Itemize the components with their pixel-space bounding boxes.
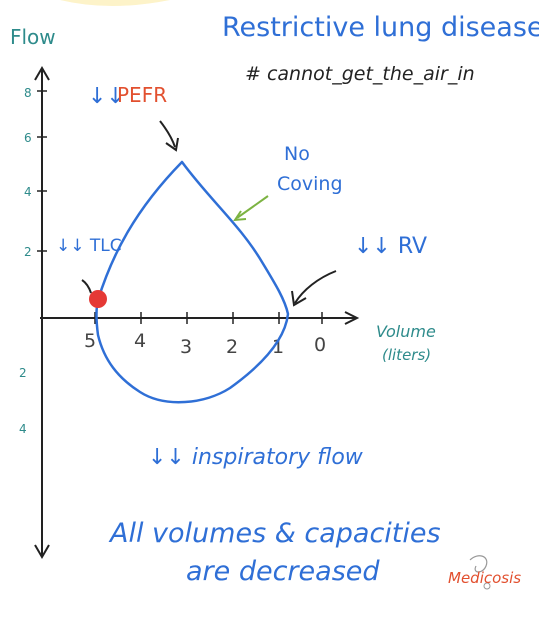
y-tick-label: 8 — [24, 86, 32, 100]
x-tick-label: 4 — [134, 330, 146, 352]
y-tick-label: 2 — [24, 245, 32, 259]
top-highlight — [60, 0, 170, 6]
y-axis-label: Flow — [10, 25, 56, 49]
no-coving-arrowhead-icon — [233, 210, 247, 222]
pefr-arrowhead-icon — [165, 137, 179, 152]
hashtag: # cannot_get_the_air_in — [245, 63, 475, 85]
summary-line-2: are decreased — [186, 556, 380, 587]
rv-arrow-icon — [294, 270, 337, 304]
rv-arrowhead-icon — [291, 290, 307, 307]
x-axis-arrow-icon — [344, 311, 360, 325]
flow-volume-loop — [95, 160, 290, 404]
title: Restrictive lung disease — [222, 12, 539, 43]
tlc-label: ↓↓ TLC — [56, 236, 122, 256]
no-coving-line-2: Coving — [277, 173, 343, 195]
x-tick-label: 1 — [272, 336, 284, 358]
pefr-arrow-icon — [159, 120, 176, 148]
no-coving-arrow-icon — [236, 195, 269, 219]
pefr-label: PEFR — [117, 83, 167, 107]
x-axis-unit: (liters) — [382, 346, 431, 364]
pefr-arrows: ↓↓ — [88, 84, 125, 109]
medicosis-logo: Medicosis — [448, 555, 521, 590]
y-axis-arrow-down-icon — [34, 544, 50, 559]
y-tick-label: 4 — [24, 185, 32, 199]
rv-label: ↓↓ RV — [354, 234, 427, 259]
x-tick-label: 5 — [84, 330, 96, 352]
y-tick-label: 6 — [24, 131, 32, 145]
no-coving-line-1: No — [284, 143, 310, 165]
x-tick-label: 0 — [314, 334, 326, 356]
x-tick-label: 2 — [226, 336, 238, 358]
tlc-pointer-icon — [81, 279, 92, 294]
y-axis-arrow-up-icon — [34, 66, 50, 81]
logo-text: Medicosis — [448, 569, 521, 587]
y-tick-label: 4 — [19, 422, 27, 436]
tlc-point — [89, 290, 107, 308]
stethoscope-icon — [469, 555, 488, 573]
inspiratory-flow-note: ↓↓ inspiratory flow — [148, 445, 364, 470]
y-tick-label: 2 — [19, 366, 27, 380]
x-axis-label: Volume — [376, 322, 436, 341]
summary-line-1: All volumes & capacities — [108, 518, 441, 549]
stethoscope-bell-icon — [483, 582, 491, 590]
x-tick-label: 3 — [180, 336, 192, 358]
